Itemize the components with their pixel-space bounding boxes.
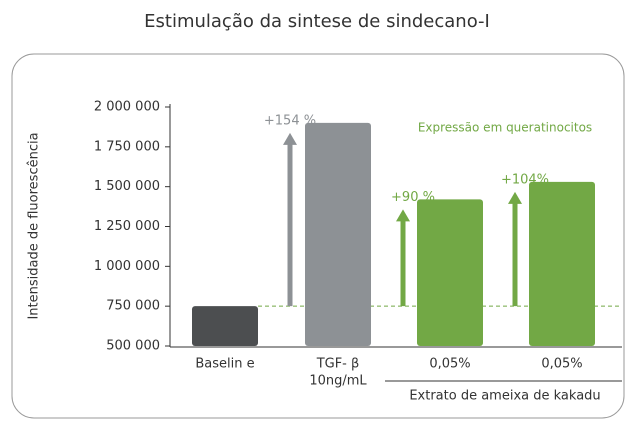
frame	[11, 53, 625, 419]
group-label: Extrato de ameixa de kakadu	[409, 389, 600, 404]
y-axis-label: Intensidade de fluorescência	[27, 132, 42, 319]
bar	[192, 306, 258, 346]
chart-title: Estimulação da sintese de sindecano-I	[144, 11, 490, 32]
y-tick-label: 1 500 000	[94, 179, 160, 194]
x-tick-sublabel: 10ng/mL	[309, 374, 367, 389]
x-tick-label: 0,05%	[429, 357, 470, 372]
bar-label: +90 %	[391, 190, 435, 205]
x-tick-label: TGF- β	[316, 357, 360, 372]
arrow-head	[396, 209, 410, 222]
bar	[529, 181, 595, 346]
bar	[305, 122, 371, 346]
y-tick-label: 2 000 000	[94, 100, 160, 115]
x-tick-label: 0,05%	[541, 357, 582, 372]
x-tick-label: Baselin e	[195, 357, 254, 372]
annotation: Expressão em queratinocitos	[418, 121, 592, 135]
arrow-head	[508, 191, 522, 204]
y-tick-label: 1 250 000	[94, 219, 160, 234]
y-tick-label: 1 000 000	[94, 259, 160, 274]
y-tick-label: 500 000	[106, 339, 160, 354]
bar-label: +154 %	[264, 113, 316, 128]
bar	[417, 199, 483, 346]
y-tick-label: 1 750 000	[94, 139, 160, 154]
bar-label: +104%	[501, 172, 549, 187]
y-tick-label: 750 000	[106, 299, 160, 314]
arrow-head	[283, 132, 297, 145]
